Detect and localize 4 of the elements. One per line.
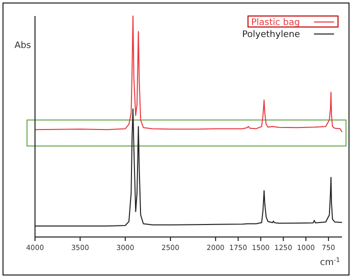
- x-axis-title: cm$^{-1}$: [320, 256, 340, 268]
- legend-label: Polyethylene: [242, 30, 300, 40]
- legend-label: Plastic bag: [251, 18, 300, 28]
- y-axis-title: Abs: [14, 41, 32, 51]
